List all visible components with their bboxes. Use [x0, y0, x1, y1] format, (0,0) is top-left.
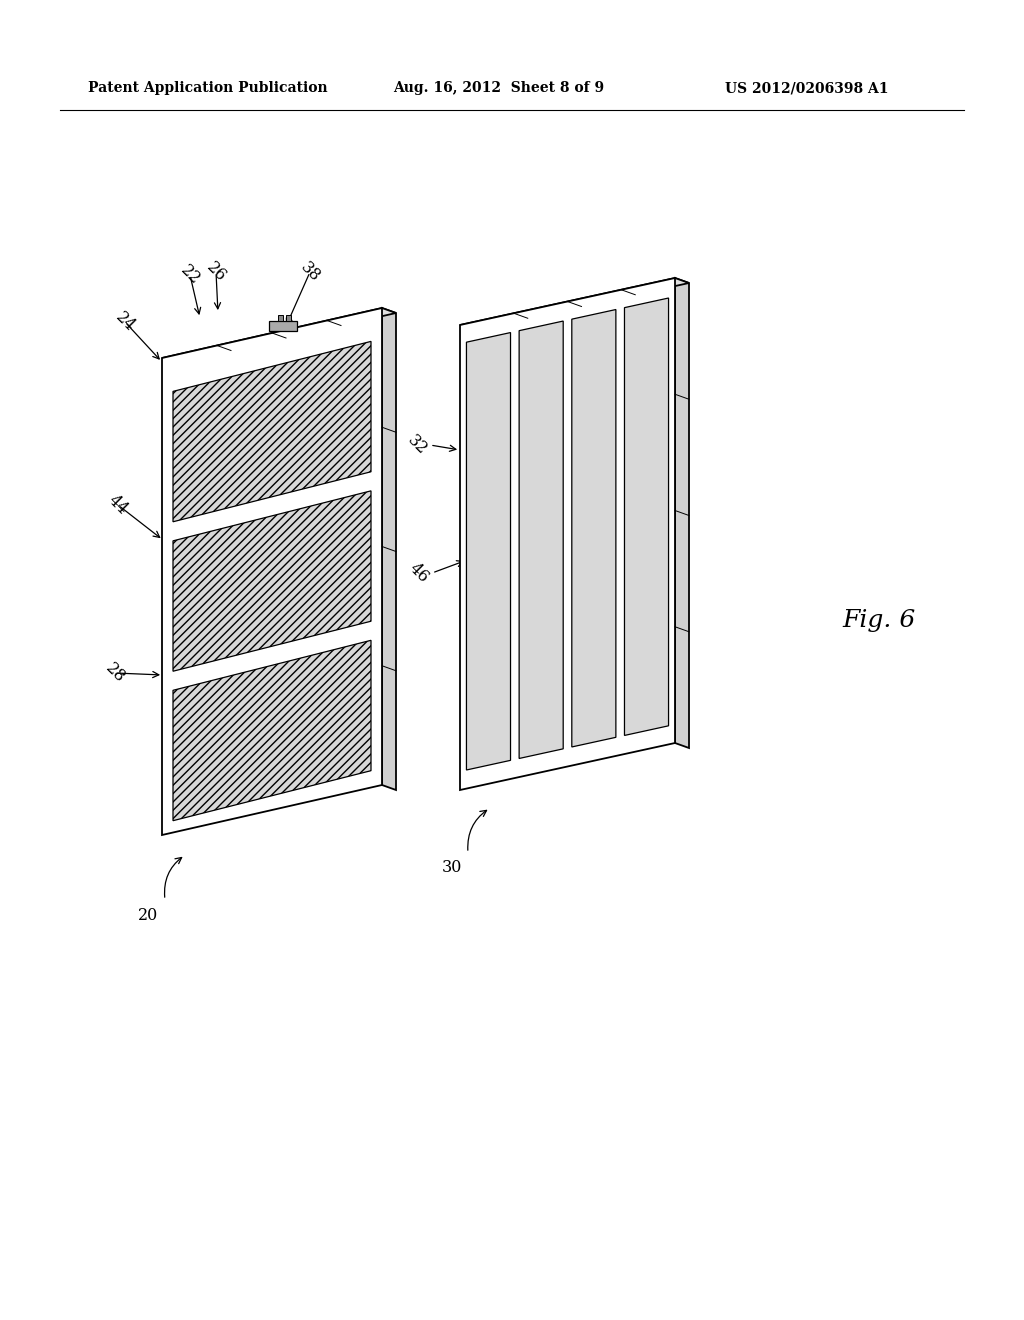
- Polygon shape: [173, 491, 371, 672]
- Text: Patent Application Publication: Patent Application Publication: [88, 81, 328, 95]
- Polygon shape: [286, 314, 291, 321]
- Polygon shape: [675, 279, 689, 748]
- Text: 38: 38: [297, 259, 324, 285]
- Text: Fig. 6: Fig. 6: [842, 609, 915, 631]
- Text: 24: 24: [112, 309, 138, 335]
- Text: 28: 28: [101, 660, 128, 686]
- Text: US 2012/0206398 A1: US 2012/0206398 A1: [725, 81, 889, 95]
- Text: 44: 44: [104, 492, 131, 519]
- Text: 46: 46: [406, 560, 432, 586]
- Text: 30: 30: [441, 859, 462, 876]
- Text: 26: 26: [203, 259, 229, 285]
- Polygon shape: [460, 279, 689, 330]
- Polygon shape: [467, 333, 511, 770]
- Polygon shape: [173, 342, 371, 521]
- Polygon shape: [173, 640, 371, 821]
- Polygon shape: [162, 308, 396, 363]
- Text: 32: 32: [403, 432, 430, 458]
- Polygon shape: [162, 308, 382, 836]
- Text: 22: 22: [177, 261, 203, 288]
- Polygon shape: [382, 308, 396, 789]
- Polygon shape: [460, 279, 675, 789]
- Polygon shape: [269, 321, 297, 330]
- Polygon shape: [519, 321, 563, 759]
- Text: Aug. 16, 2012  Sheet 8 of 9: Aug. 16, 2012 Sheet 8 of 9: [393, 81, 604, 95]
- Polygon shape: [571, 309, 615, 747]
- Text: 20: 20: [138, 907, 158, 924]
- Polygon shape: [278, 314, 283, 321]
- Polygon shape: [625, 298, 669, 735]
